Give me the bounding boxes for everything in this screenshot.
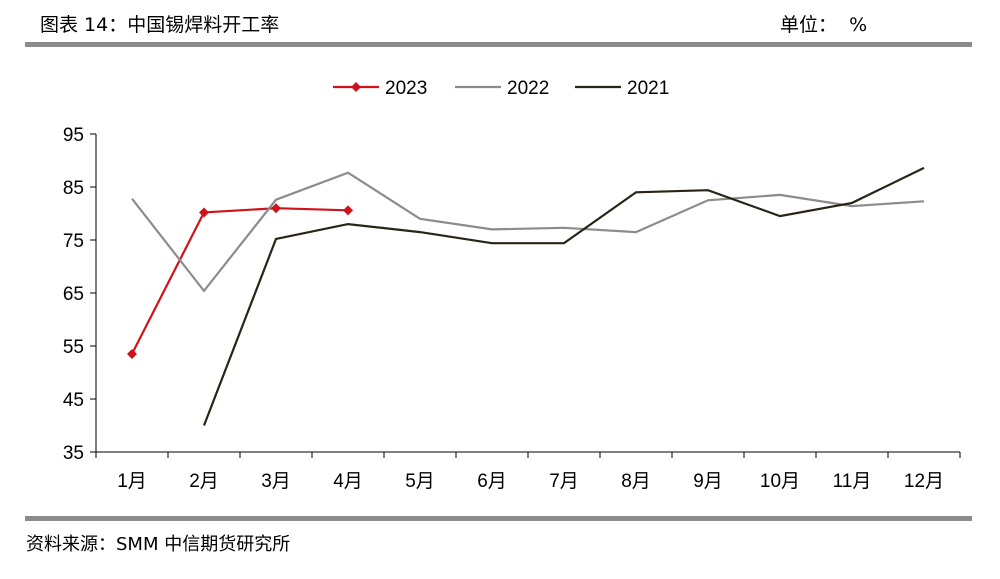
series-line-2021 [202,166,925,426]
x-tick-label: 12月 [904,471,944,492]
chart-series [127,166,925,426]
x-tick-label: 5月 [405,471,435,492]
y-tick-label: 55 [63,337,84,358]
y-tick-label: 75 [63,231,84,252]
x-tick-label: 10月 [760,471,800,492]
x-tick-label: 3月 [261,471,291,492]
legend-marker-2023 [351,82,361,92]
series-line-2023 [131,207,349,355]
data-point-2023 [127,348,137,359]
legend-label-2022: 2022 [507,78,549,99]
data-point-2023 [271,203,281,214]
y-tick-label: 35 [63,443,84,464]
bottom-divider [25,516,972,521]
x-tick-label: 1月 [117,471,147,492]
x-tick-label: 11月 [833,471,872,492]
x-tick-label: 6月 [477,471,507,492]
legend-label-2023: 2023 [385,78,427,99]
unit-label: 单位： % [780,14,868,36]
data-point-2023 [199,207,209,218]
source-note: 资料来源：SMM 中信期货研究所 [26,534,291,555]
y-tick-label: 45 [63,390,84,411]
x-tick-label: 8月 [621,471,651,492]
x-tick-label: 9月 [693,471,723,492]
chart-legend: 2023 2022 2021 [333,78,669,99]
top-divider [25,42,972,47]
y-tick-label: 65 [63,284,84,305]
chart-axes: 35 45 55 65 75 85 95 1月 2月 3月 4月 5月 6月 7月 8月 9月 10月 11月 12… [63,125,961,492]
data-point-2023 [343,205,353,216]
x-tick-label: 4月 [333,471,363,492]
x-tick-label: 2月 [189,471,219,492]
series-line-2022 [131,171,925,293]
legend-label-2021: 2021 [627,78,669,99]
y-tick-label: 95 [63,125,84,146]
figure-title: 图表 14：中国锡焊料开工率 [40,14,280,36]
x-tick-label: 7月 [549,471,579,492]
y-tick-label: 85 [63,178,84,199]
